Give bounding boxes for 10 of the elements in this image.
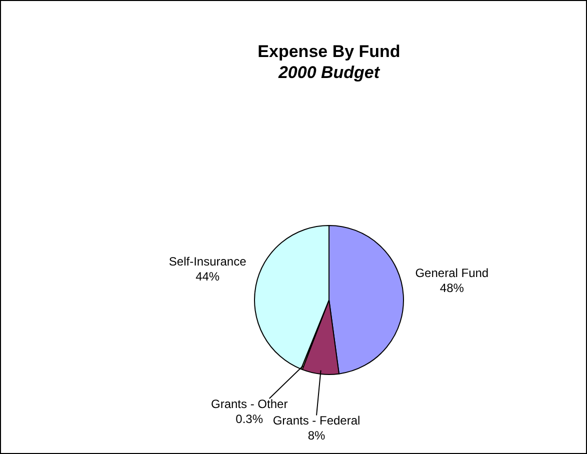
data-label: 44% <box>196 269 220 284</box>
data-label: 8% <box>308 428 326 443</box>
slice-label: General Fund <box>415 266 489 280</box>
slice-label: Grants - Other <box>211 396 288 411</box>
data-label: 0.3% <box>236 412 264 426</box>
slice-label: Grants - Federal <box>272 414 360 428</box>
data-label: 48% <box>440 281 464 296</box>
chart-title: Expense By Fund <box>256 42 402 62</box>
chart-subtitle: 2000 Budget <box>277 63 381 83</box>
slice-label: Self-Insurance <box>168 254 247 268</box>
